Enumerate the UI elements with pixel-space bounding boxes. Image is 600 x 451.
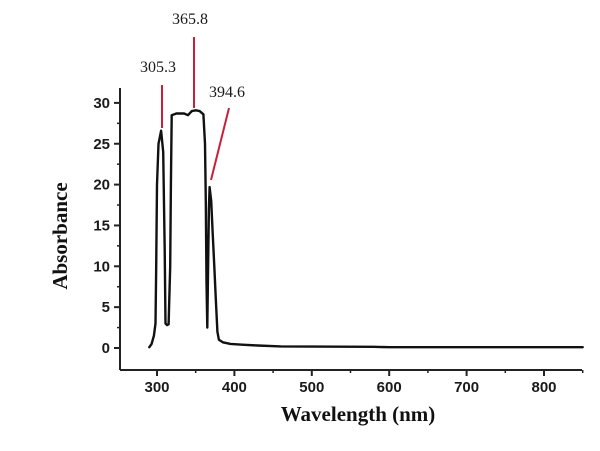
x-tick-label: 800 [531,379,556,396]
y-tick-label: 20 [93,177,110,194]
y-tick-label: 5 [102,299,110,316]
x-tick-label: 300 [144,379,169,396]
tick-labels: 0 5 10 15 20 25 30 300 400 500 600 700 800 [93,95,556,396]
x-tick-label: 500 [299,379,324,396]
x-tick-label: 600 [377,379,402,396]
tick-marks [114,101,584,376]
x-tick-label: 400 [222,379,247,396]
peak-label: 305.3 [140,59,176,76]
y-tick-label: 15 [93,217,110,234]
peak-label: 365.8 [172,11,208,28]
y-tick-label: 0 [102,340,110,357]
x-tick-label: 700 [454,379,479,396]
peak-label: 394.6 [209,84,245,101]
y-tick-label: 30 [93,95,110,112]
absorbance-line [148,109,584,349]
x-axis-label: Wavelength (nm) [281,402,436,426]
peak-annotations: 305.3 365.8 394.6 [140,11,245,181]
annotation-leader-line [210,107,230,181]
y-axis-label: Absorbance [48,182,72,289]
y-tick-label: 25 [93,136,110,153]
data-series [148,109,584,349]
axes [119,88,582,371]
y-tick-label: 10 [93,258,110,275]
